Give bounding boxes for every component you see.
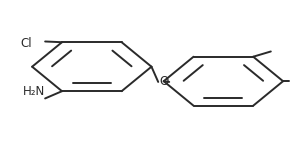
Text: O: O — [159, 75, 168, 88]
Text: Cl: Cl — [20, 37, 32, 50]
Text: H₂N: H₂N — [23, 85, 45, 98]
